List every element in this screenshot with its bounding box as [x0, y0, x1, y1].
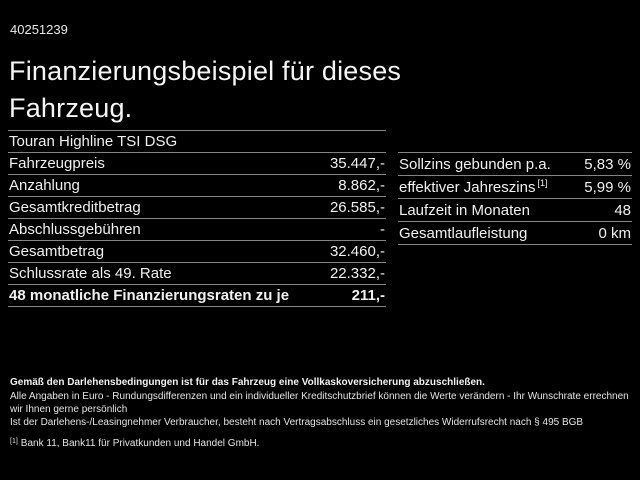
- table-row-anzahlung: Anzahlung 8.862,-: [8, 175, 386, 197]
- row-label: Laufzeit in Monaten: [399, 201, 530, 219]
- row-value: 5,99 %: [584, 178, 631, 196]
- row-value: -: [380, 221, 385, 238]
- bank-footnote: [1] Bank 11, Bank11 für Privatkunden und …: [10, 435, 630, 450]
- row-value: 211,-: [351, 287, 385, 304]
- row-value: 8.862,-: [338, 177, 385, 194]
- legal-disclaimer: Ist der Darlehens-/Leasingnehmer Verbrau…: [10, 417, 584, 428]
- page-title: Finanzierungsbeispiel für dieses Fahrzeu…: [9, 56, 402, 123]
- row-label: Schlussrate als 49. Rate: [9, 265, 172, 282]
- table-row-sollzins: Sollzins gebunden p.a. 5,83 %: [398, 153, 632, 176]
- row-value: 5,83 %: [584, 155, 631, 173]
- table-row-gesamtlaufleistung: Gesamtlaufleistung 0 km: [398, 222, 632, 245]
- vehicle-name: Touran Highline TSI DSG: [9, 133, 178, 150]
- row-value: 48: [614, 201, 631, 219]
- vehicle-id: 40251239: [10, 22, 68, 37]
- table-row-monatsrate: 48 monatliche Finanzierungsraten zu je 2…: [8, 285, 386, 307]
- row-label: Abschlussgebühren: [9, 221, 141, 238]
- row-label: 48 monatliche Finanzierungsraten zu je: [9, 287, 290, 304]
- row-value: 26.585,-: [329, 199, 385, 216]
- row-value: 0 km: [598, 224, 631, 242]
- table-row-laufzeit: Laufzeit in Monaten 48: [398, 199, 632, 222]
- disclaimer-footer: Gemäß den Darlehensbedingungen ist für d…: [10, 376, 630, 450]
- financing-table: Touran Highline TSI DSG Fahrzeugpreis 35…: [8, 130, 386, 307]
- table-row-gesamtkreditbetrag: Gesamtkreditbetrag 26.585,-: [8, 197, 386, 219]
- vehicle-name-row: Touran Highline TSI DSG: [8, 131, 386, 153]
- row-value: 22.332,-: [329, 265, 385, 282]
- table-row-gesamtbetrag: Gesamtbetrag 32.460,-: [8, 241, 386, 263]
- row-label: Gesamtkreditbetrag: [9, 199, 141, 216]
- row-value: 32.460,-: [329, 243, 385, 260]
- footnote-text: Bank 11, Bank11 für Privatkunden und Han…: [20, 438, 260, 449]
- row-label: Gesamtlaufleistung: [399, 224, 528, 242]
- row-label: effektiver Jahreszins: [399, 179, 536, 196]
- table-row-abschlussgebuehren: Abschlussgebühren -: [8, 219, 386, 241]
- footnote-marker: [1]: [537, 178, 548, 188]
- row-label: Gesamtbetrag: [9, 243, 105, 260]
- insurance-disclaimer: Gemäß den Darlehensbedingungen ist für d…: [10, 377, 485, 388]
- table-row-schlussrate: Schlussrate als 49. Rate 22.332,-: [8, 263, 386, 285]
- row-value: 35.447,-: [329, 155, 385, 172]
- table-row-fahrzeugpreis: Fahrzeugpreis 35.447,-: [8, 153, 386, 175]
- row-label: Sollzins gebunden p.a.: [399, 155, 551, 173]
- table-row-effektiver-jahreszins: effektiver Jahreszins [1] 5,99 %: [398, 176, 632, 199]
- row-label: Fahrzeugpreis: [9, 155, 105, 172]
- footnote-marker: [1]: [10, 438, 18, 445]
- row-label: Anzahlung: [9, 177, 80, 194]
- values-disclaimer: Alle Angaben in Euro - Rundungsdifferenz…: [10, 391, 629, 415]
- conditions-table: Sollzins gebunden p.a. 5,83 % effektiver…: [398, 152, 632, 245]
